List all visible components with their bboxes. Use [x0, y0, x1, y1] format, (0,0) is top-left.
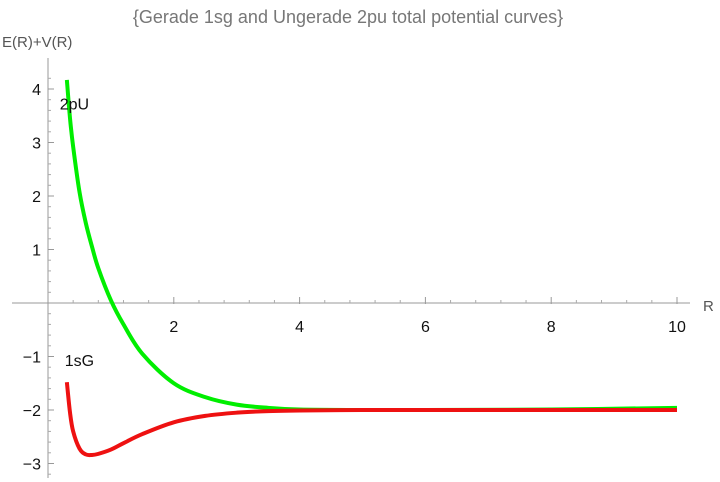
x-tick-label: 6 — [421, 319, 430, 336]
y-axis-label: E(R)+V(R) — [2, 34, 72, 51]
series-label-1sG: 1sG — [65, 353, 94, 370]
series-line-2pU — [64, 79, 678, 413]
x-tick-label: 4 — [295, 319, 304, 336]
series-label-2pU: 2pU — [60, 96, 89, 113]
x-tick-label: 10 — [668, 319, 686, 336]
y-tick-label: −1 — [23, 350, 41, 367]
series-line-1sG — [64, 381, 677, 458]
y-tick-label: 3 — [32, 136, 41, 153]
y-tick-label: 2 — [32, 189, 41, 206]
chart-title: {Gerade 1sg and Ungerade 2pu total poten… — [133, 7, 563, 27]
x-axis-label: R — [703, 298, 714, 315]
x-tick-label: 2 — [169, 319, 178, 336]
y-tick-label: 4 — [32, 82, 41, 99]
y-tick-label: −2 — [23, 403, 41, 420]
y-tick-label: −3 — [23, 457, 41, 474]
x-tick-label: 8 — [547, 319, 556, 336]
y-tick-label: 1 — [32, 243, 41, 260]
